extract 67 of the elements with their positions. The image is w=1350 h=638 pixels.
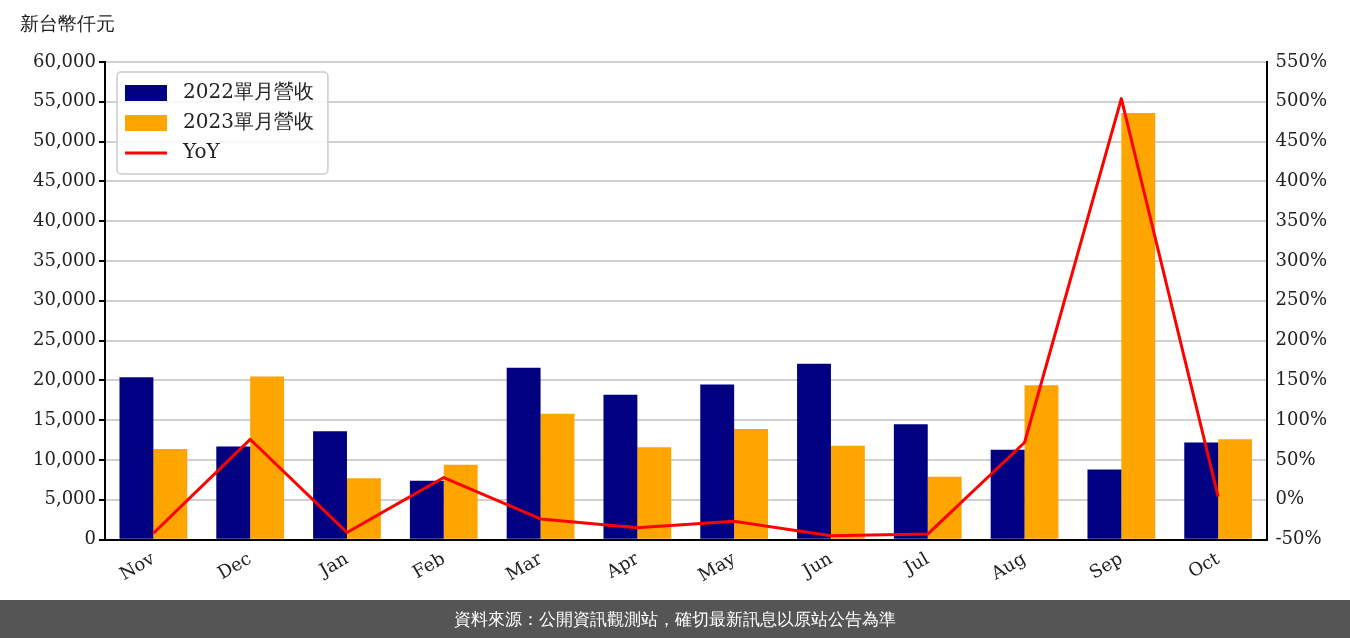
y-tick-label: 20,000: [33, 368, 96, 390]
x-tick-label: Sep: [1085, 547, 1126, 583]
bar: [409, 480, 444, 539]
y-tick-label: 50,000: [33, 129, 96, 151]
y-tick-label: 35,000: [33, 248, 96, 270]
y-tick-label: 30,000: [33, 288, 96, 310]
y-tick-label: 45,000: [33, 169, 96, 191]
bar: [734, 428, 769, 539]
y-tick-label: 60,000: [33, 49, 96, 71]
bar: [1024, 385, 1059, 539]
x-tick-label: Aug: [986, 547, 1029, 585]
y2-tick-label: 250%: [1275, 288, 1328, 310]
source-note: 資料來源：公開資訊觀測站，確切最新訊息以原站公告為準: [0, 600, 1350, 638]
x-tick-label: May: [693, 546, 740, 586]
bar: [346, 478, 381, 539]
x-tick-label: Jan: [313, 547, 352, 582]
x-tick-label: Jul: [898, 547, 933, 579]
bar: [637, 447, 672, 539]
bar: [153, 448, 188, 539]
y-tick-label: 5,000: [44, 487, 96, 509]
y-tick-label: 55,000: [33, 89, 96, 111]
bar: [1087, 469, 1122, 539]
y2-tick-label: -50%: [1275, 527, 1322, 549]
x-tick-label: Dec: [213, 547, 255, 584]
x-tick-label: Oct: [1184, 546, 1224, 582]
y2-tick-label: 100%: [1275, 407, 1328, 429]
x-tick-label: Jun: [796, 547, 836, 582]
bar: [797, 363, 831, 539]
y2-tick-label: 450%: [1275, 129, 1328, 151]
bar: [1218, 439, 1253, 539]
bar: [1184, 442, 1219, 539]
x-tick-label: Mar: [501, 547, 546, 585]
y2-tick-label: 300%: [1275, 248, 1328, 270]
bar: [700, 384, 735, 539]
y2-tick-label: 200%: [1275, 328, 1328, 350]
y2-tick-label: 150%: [1275, 368, 1328, 390]
legend-label: 2023單月營收: [182, 109, 314, 134]
x-tick-label: Apr: [601, 547, 643, 583]
y-tick-label: 15,000: [33, 407, 96, 429]
bar: [1121, 112, 1156, 539]
y-axis-title: 新台幣仟元: [20, 12, 115, 35]
bar: [540, 413, 575, 539]
x-tick-label: Feb: [408, 547, 449, 583]
bar: [603, 394, 638, 539]
y2-tick-label: 50%: [1275, 447, 1316, 469]
y-tick-label: 10,000: [33, 447, 96, 469]
bar: [313, 431, 347, 539]
y2-tick-label: 400%: [1275, 169, 1328, 191]
bar: [443, 464, 478, 539]
y2-tick-label: 0%: [1275, 487, 1305, 509]
x-tick-label: Nov: [115, 546, 159, 584]
y-tick-label: 0: [84, 527, 96, 549]
legend-label: 2022單月營收: [182, 79, 314, 104]
bar: [990, 449, 1025, 539]
bar: [216, 446, 251, 539]
y2-tick-label: 550%: [1275, 49, 1328, 71]
bar: [250, 376, 285, 539]
y2-tick-label: 350%: [1275, 208, 1328, 230]
bar: [830, 445, 865, 539]
bar: [927, 476, 962, 539]
bar: [119, 377, 154, 539]
y2-tick-label: 500%: [1275, 89, 1328, 111]
legend-label: YoY: [181, 139, 221, 164]
y-tick-label: 25,000: [33, 328, 96, 350]
bar: [893, 424, 928, 539]
y-tick-label: 40,000: [33, 208, 96, 230]
bar: [506, 367, 541, 539]
